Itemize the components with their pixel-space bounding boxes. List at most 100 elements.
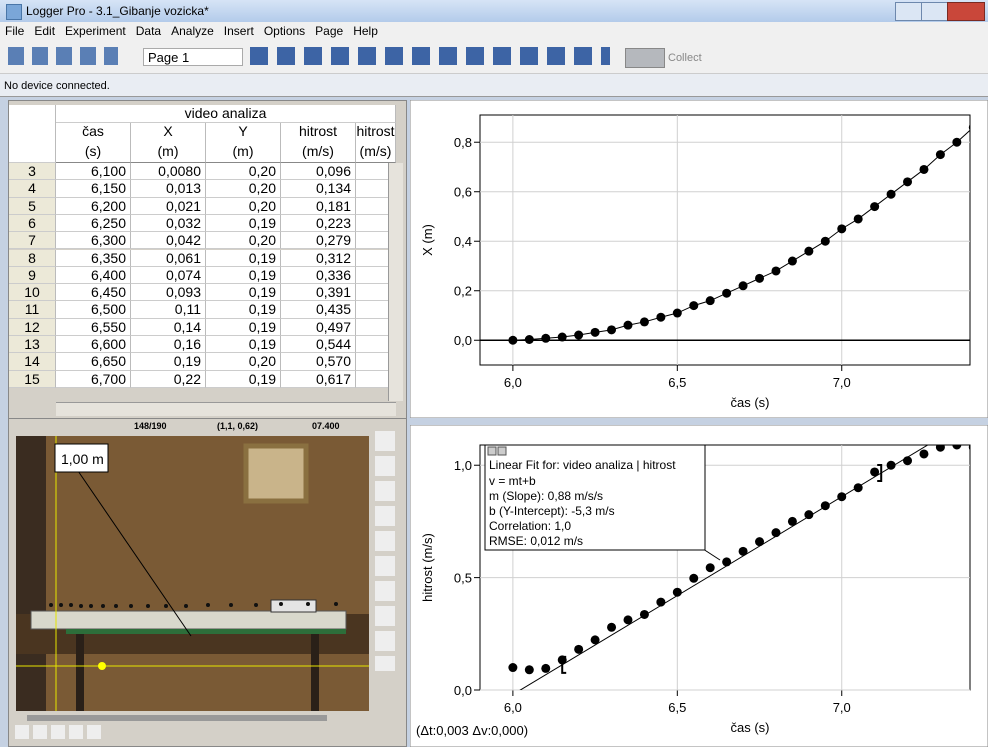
table-cell: 6,200 (56, 198, 131, 215)
video-frame: 1,00 m (16, 436, 369, 711)
minimize-button[interactable] (895, 2, 923, 21)
table-cell: 0,279 (281, 232, 356, 249)
table-cell: 0,20 (206, 198, 281, 215)
collect-label: Collect (668, 52, 702, 64)
video-slider[interactable] (27, 715, 327, 721)
column-header: hitrost (281, 123, 356, 143)
collect-button[interactable] (625, 48, 665, 68)
table-cell: 0,19 (206, 267, 281, 284)
data-point (919, 449, 928, 458)
table-cell: 0,013 (131, 180, 206, 197)
menu-item[interactable]: Experiment (65, 22, 126, 40)
data-point (854, 483, 863, 492)
fit-close (488, 447, 496, 455)
video-time: 07.400 (312, 421, 340, 431)
data-point (607, 623, 616, 632)
data-point (804, 510, 813, 519)
status-text: No device connected. (0, 80, 110, 92)
data-point (722, 289, 731, 298)
menu-item[interactable]: Analyze (171, 22, 214, 40)
data-point (837, 224, 846, 233)
scale-label: 1,00 m (61, 451, 104, 467)
column-header: (m) (206, 143, 281, 163)
x-tick-label: 6,5 (668, 375, 686, 390)
table-cell: 0,435 (281, 301, 356, 318)
horizontal-scrollbar[interactable] (56, 402, 396, 416)
data-point (706, 296, 715, 305)
data-point (640, 317, 649, 326)
row-number: 3 (9, 163, 56, 180)
table-cell: 6,350 (56, 250, 131, 267)
data-point (706, 563, 715, 572)
page-select[interactable]: Page 1 (143, 48, 243, 66)
table-cell: 0,544 (281, 336, 356, 353)
y-tick-label: 0,5 (454, 571, 472, 586)
menu-item[interactable]: Help (353, 22, 378, 40)
table-cell: 0,19 (206, 319, 281, 336)
row-number: 7 (9, 232, 56, 249)
menu-item[interactable]: Insert (224, 22, 254, 40)
menu-item[interactable]: Data (136, 22, 161, 40)
table-cell: 0,223 (281, 215, 356, 232)
readout: (Δt:0,003 Δv:0,000) (416, 723, 528, 738)
table-cell: 0,14 (131, 319, 206, 336)
table-cell: 0,032 (131, 215, 206, 232)
toolbar-tools[interactable] (250, 47, 610, 65)
menu-bar: File Edit Experiment Data Analyze Insert Optio… (0, 22, 988, 40)
vertical-scrollbar[interactable] (388, 163, 403, 401)
data-point (673, 588, 682, 597)
data-point (804, 247, 813, 256)
data-point (640, 610, 649, 619)
table-cell: 0,19 (206, 215, 281, 232)
data-point (591, 635, 600, 644)
data-point (656, 598, 665, 607)
menu-item[interactable]: Options (264, 22, 305, 40)
table-cell: 0,570 (281, 353, 356, 370)
menu-item[interactable]: Page (315, 22, 343, 40)
x-axis-label: čas (s) (731, 395, 770, 410)
video-tools[interactable] (375, 431, 395, 671)
toolbar-icons[interactable] (8, 47, 118, 65)
table-cell: 0,20 (206, 353, 281, 370)
data-point (870, 202, 879, 211)
column-header: čas (56, 123, 131, 143)
picture (246, 446, 306, 501)
data-point (771, 528, 780, 537)
row-number: 10 (9, 284, 56, 301)
table-cell: 6,100 (56, 163, 131, 180)
playback-controls[interactable] (15, 725, 105, 739)
table-cell: 0,20 (206, 180, 281, 197)
table-leg (76, 634, 84, 711)
data-point (821, 501, 830, 510)
row-number: 15 (9, 371, 56, 388)
data-point (903, 456, 912, 465)
menu-item[interactable]: File (5, 22, 24, 40)
data-point (656, 313, 665, 322)
fit-options (498, 447, 506, 455)
table-cell: 6,300 (56, 232, 131, 249)
window-title: Logger Pro - 3.1_Gibanje vozicka* (26, 0, 209, 22)
row-number: 6 (9, 215, 56, 232)
row-number: 13 (9, 336, 56, 353)
data-point (558, 333, 567, 342)
table-cell: 0,312 (281, 250, 356, 267)
track-rail (66, 629, 346, 634)
table-cell: 0,19 (131, 353, 206, 370)
row-number: 8 (9, 250, 56, 267)
x-axis-label: čas (s) (731, 720, 770, 735)
table-cell: 0,20 (206, 163, 281, 180)
table-cell: 0,134 (281, 180, 356, 197)
data-point (541, 334, 550, 343)
table-cell: 0,0080 (131, 163, 206, 180)
table-cell: 0,096 (281, 163, 356, 180)
menu-item[interactable]: Edit (34, 22, 55, 40)
data-point (574, 331, 583, 340)
graph-bottom: 6,06,57,00,00,51,0čas (s)hitrost (m/s)Li… (410, 425, 988, 747)
column-header: hitrost (356, 123, 396, 143)
close-button[interactable] (947, 2, 985, 21)
logger-pro-window: Logger Pro - 3.1_Gibanje vozicka* File Ed… (0, 0, 988, 747)
door (16, 436, 46, 711)
maximize-button[interactable] (921, 2, 949, 21)
table-cell: 0,042 (131, 232, 206, 249)
